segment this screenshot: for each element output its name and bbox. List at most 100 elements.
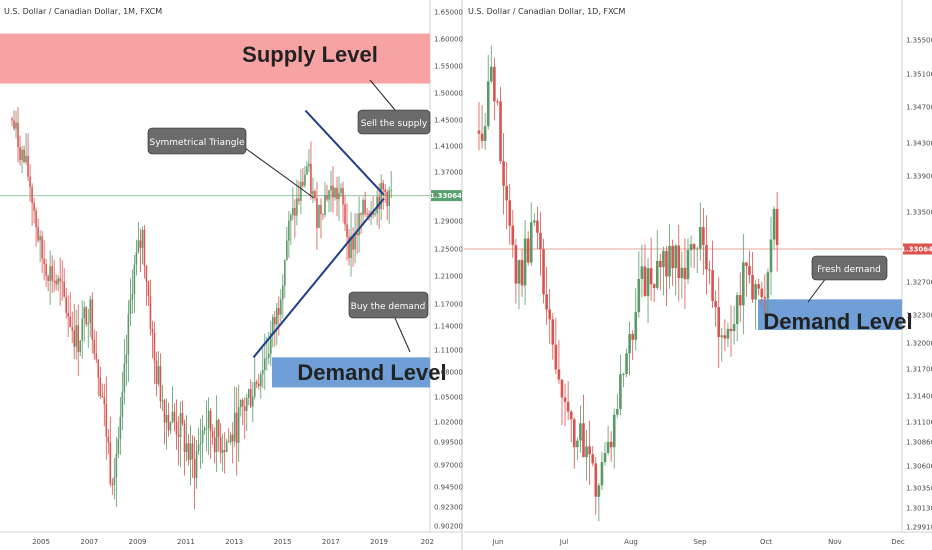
right-candle bbox=[738, 272, 742, 323]
left-candle bbox=[195, 439, 198, 489]
left-candle bbox=[131, 269, 134, 314]
left-candle bbox=[161, 385, 164, 411]
left-x-tick-label: 2005 bbox=[32, 538, 50, 546]
left-candle bbox=[159, 353, 162, 409]
left-candle bbox=[257, 373, 260, 390]
right-candle bbox=[585, 430, 588, 481]
right-candle bbox=[551, 313, 555, 360]
right-candle bbox=[505, 161, 508, 230]
right-candle bbox=[606, 425, 610, 456]
left-x-tick-label: 2011 bbox=[177, 538, 195, 546]
right-candle bbox=[702, 208, 705, 275]
right-time-axis[interactable]: Jun Jul Aug Sep Oct Nov Dec bbox=[492, 538, 905, 546]
left-candle bbox=[143, 225, 146, 279]
left-demand-zone[interactable] bbox=[272, 357, 430, 388]
left-time-axis[interactable]: 2005 2007 2009 2011 2013 2015 2017 2019 202 bbox=[32, 538, 434, 546]
left-price-axis[interactable]: 1.65000 1.60000 1.55000 1.50000 1.45000 1.410… bbox=[434, 9, 463, 531]
left-candle bbox=[33, 197, 35, 224]
left-candle bbox=[286, 226, 288, 261]
right-candle bbox=[659, 253, 662, 291]
left-candle bbox=[145, 265, 148, 306]
right-candle bbox=[588, 420, 591, 486]
right-candle bbox=[517, 259, 521, 310]
left-x-tick-label: 2017 bbox=[322, 538, 340, 546]
right-y-tick-label: 1.31400 bbox=[906, 393, 932, 401]
right-y-tick-label: 1.32300 bbox=[906, 312, 932, 320]
left-y-tick-label: 1.45000 bbox=[434, 117, 463, 125]
left-candle bbox=[181, 400, 184, 426]
supply-zone[interactable] bbox=[0, 33, 430, 84]
right-candle bbox=[529, 202, 533, 267]
left-candle bbox=[123, 339, 126, 405]
left-y-tick-label: 1.65000 bbox=[434, 9, 463, 17]
left-y-tick-label: 0.90200 bbox=[434, 523, 463, 531]
left-y-tick-label: 1.25000 bbox=[434, 246, 463, 254]
left-candle bbox=[360, 212, 362, 235]
left-candle bbox=[157, 351, 160, 387]
left-candle bbox=[324, 181, 326, 218]
right-demand-zone[interactable] bbox=[758, 299, 902, 330]
right-candle bbox=[594, 457, 598, 515]
left-candle bbox=[225, 438, 228, 452]
right-y-tick-label: 1.32700 bbox=[906, 279, 932, 287]
right-x-tick-label: Oct bbox=[760, 538, 772, 546]
left-candle bbox=[320, 198, 322, 239]
left-candle bbox=[201, 415, 204, 464]
left-candle bbox=[346, 203, 348, 261]
left-candle bbox=[276, 302, 278, 346]
left-demand-level-label: Demand Level bbox=[297, 360, 446, 385]
left-candle bbox=[227, 428, 230, 443]
symmetrical-triangle[interactable] bbox=[252, 109, 385, 358]
callout-fresh-demand[interactable]: Fresh demand bbox=[807, 255, 888, 303]
left-candle bbox=[89, 295, 92, 337]
right-candle bbox=[533, 213, 536, 226]
callout-symmetrical-triangle-text: Symmetrical Triangle bbox=[149, 138, 244, 148]
right-candle bbox=[489, 45, 493, 84]
left-candle bbox=[175, 399, 178, 450]
left-candle bbox=[163, 398, 166, 445]
right-candle bbox=[646, 258, 650, 324]
left-y-tick-label: 1.14000 bbox=[434, 323, 463, 331]
right-price-axis[interactable]: 1.35500 1.35100 1.34700 1.34300 1.33900 1.335… bbox=[906, 37, 932, 532]
left-x-tick-label: 2015 bbox=[274, 538, 292, 546]
callout-buy-the-demand[interactable]: Buy the demand bbox=[348, 291, 429, 353]
right-candle bbox=[671, 239, 674, 286]
left-y-tick-label: 0.92300 bbox=[434, 504, 463, 512]
left-candle bbox=[81, 300, 84, 359]
left-candle bbox=[185, 415, 188, 462]
left-candle bbox=[149, 279, 152, 336]
left-candle bbox=[342, 181, 344, 223]
right-candle bbox=[726, 322, 730, 347]
right-x-tick-label: Jul bbox=[559, 538, 569, 546]
right-candle bbox=[643, 244, 647, 298]
left-candle bbox=[296, 179, 298, 226]
left-candle bbox=[318, 204, 320, 229]
left-candle bbox=[326, 184, 328, 202]
left-candle bbox=[83, 301, 86, 342]
callout-sell-the-supply[interactable]: Sell the supply bbox=[357, 79, 431, 135]
left-y-tick-label: 1.55000 bbox=[434, 63, 463, 71]
right-candle bbox=[748, 250, 751, 284]
callout-symmetrical-triangle[interactable]: Symmetrical Triangle bbox=[147, 127, 315, 199]
left-candle bbox=[310, 141, 312, 200]
left-y-tick-label: 1.02000 bbox=[434, 419, 463, 427]
right-candle bbox=[631, 330, 634, 361]
left-candle bbox=[221, 434, 224, 472]
left-candle bbox=[111, 478, 114, 495]
right-candle bbox=[637, 251, 641, 318]
right-y-tick-label: 1.33500 bbox=[906, 209, 932, 217]
left-candle bbox=[388, 186, 390, 225]
left-candle bbox=[308, 149, 310, 173]
left-last-price-label: 1.33064 bbox=[430, 192, 462, 200]
right-candle bbox=[557, 340, 561, 385]
right-candle bbox=[652, 282, 656, 303]
left-y-tick-label: 1.21000 bbox=[434, 273, 463, 281]
right-y-tick-label: 1.33900 bbox=[906, 173, 932, 181]
left-candle bbox=[374, 209, 376, 217]
left-candle bbox=[270, 321, 272, 367]
left-candle bbox=[322, 213, 324, 220]
left-candle bbox=[139, 228, 142, 273]
left-candle bbox=[223, 432, 226, 474]
right-candle bbox=[569, 409, 573, 443]
left-candle bbox=[237, 384, 240, 462]
